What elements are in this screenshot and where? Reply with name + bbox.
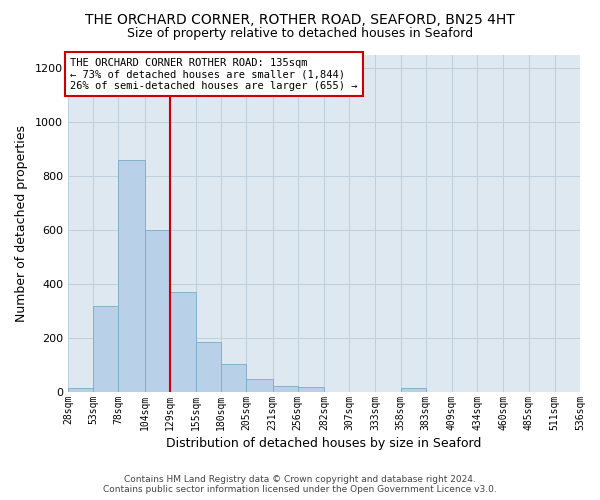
Bar: [196, 342, 221, 392]
Bar: [93, 306, 118, 392]
X-axis label: Distribution of detached houses by size in Seaford: Distribution of detached houses by size …: [166, 437, 482, 450]
Bar: [170, 292, 196, 392]
Y-axis label: Number of detached properties: Number of detached properties: [15, 125, 28, 322]
Bar: [68, 388, 93, 392]
Bar: [118, 160, 145, 392]
Text: THE ORCHARD CORNER, ROTHER ROAD, SEAFORD, BN25 4HT: THE ORCHARD CORNER, ROTHER ROAD, SEAFORD…: [85, 12, 515, 26]
Bar: [247, 379, 272, 392]
Bar: [272, 386, 298, 392]
Bar: [401, 388, 426, 392]
Text: Size of property relative to detached houses in Seaford: Size of property relative to detached ho…: [127, 28, 473, 40]
Bar: [145, 230, 170, 392]
Bar: [298, 387, 324, 392]
Text: THE ORCHARD CORNER ROTHER ROAD: 135sqm
← 73% of detached houses are smaller (1,8: THE ORCHARD CORNER ROTHER ROAD: 135sqm ←…: [70, 58, 358, 91]
Text: Contains HM Land Registry data © Crown copyright and database right 2024.
Contai: Contains HM Land Registry data © Crown c…: [103, 474, 497, 494]
Bar: [221, 364, 247, 392]
